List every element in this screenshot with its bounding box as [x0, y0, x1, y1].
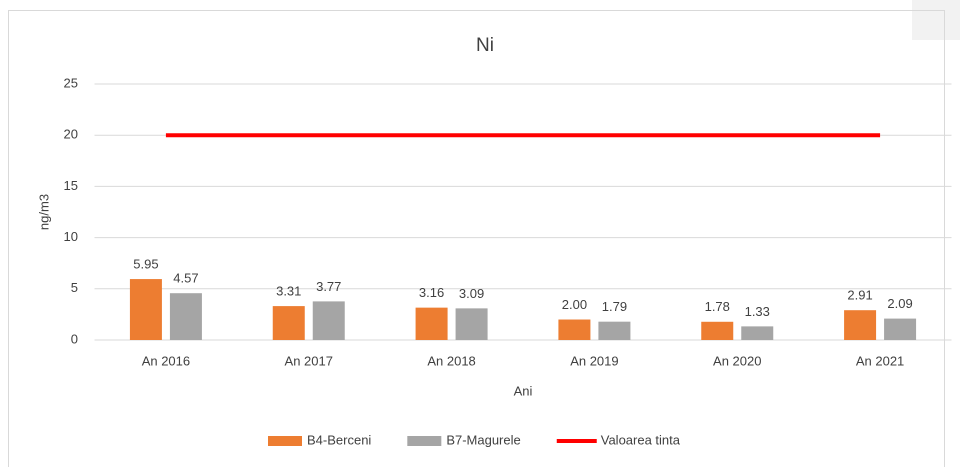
x-axis-label: Ani [514, 383, 533, 398]
x-tick-label: An 2020 [713, 353, 761, 368]
x-tick-label: An 2018 [427, 353, 475, 368]
bar [884, 318, 917, 340]
chart-title: Ni [476, 35, 494, 56]
x-tick-label: An 2017 [285, 353, 333, 368]
data-label: 3.09 [459, 286, 484, 301]
data-label: 2.91 [847, 288, 872, 303]
x-tick-label: An 2021 [856, 353, 904, 368]
y-tick-label: 25 [64, 75, 78, 90]
data-label: 3.77 [316, 279, 341, 294]
legend-label: B7-Magurele [446, 432, 520, 447]
bar [558, 319, 591, 340]
legend-label: B4-Berceni [307, 432, 371, 447]
x-tick-label: An 2016 [142, 353, 190, 368]
data-label: 3.31 [276, 284, 301, 299]
bar [455, 308, 488, 340]
data-label: 1.78 [705, 299, 730, 314]
legend-label: Valoarea tinta [601, 432, 681, 447]
y-tick-label: 5 [71, 280, 78, 295]
data-label: 1.79 [602, 299, 627, 314]
bar [598, 321, 631, 340]
bar [844, 310, 877, 340]
x-tick-label: An 2019 [570, 353, 618, 368]
data-label: 3.16 [419, 285, 444, 300]
legend-swatch [407, 436, 442, 446]
data-label: 5.95 [133, 257, 158, 272]
y-tick-label: 10 [64, 229, 78, 244]
data-label: 2.09 [887, 296, 912, 311]
data-label: 4.57 [173, 271, 198, 286]
y-tick-label: 20 [64, 127, 78, 142]
bar [415, 307, 448, 340]
bar [312, 301, 345, 340]
bar [169, 293, 202, 340]
bar [272, 306, 305, 340]
y-tick-label: 15 [64, 178, 78, 193]
bar [741, 326, 774, 340]
bar [129, 279, 162, 340]
corner-box [912, 0, 960, 40]
data-label: 1.33 [745, 304, 770, 319]
y-axis-label: ng/m3 [36, 194, 51, 230]
y-tick-label: 0 [71, 331, 78, 346]
data-label: 2.00 [562, 297, 587, 312]
legend-swatch [268, 436, 302, 446]
chart-frame [8, 10, 945, 467]
bar [701, 321, 734, 340]
